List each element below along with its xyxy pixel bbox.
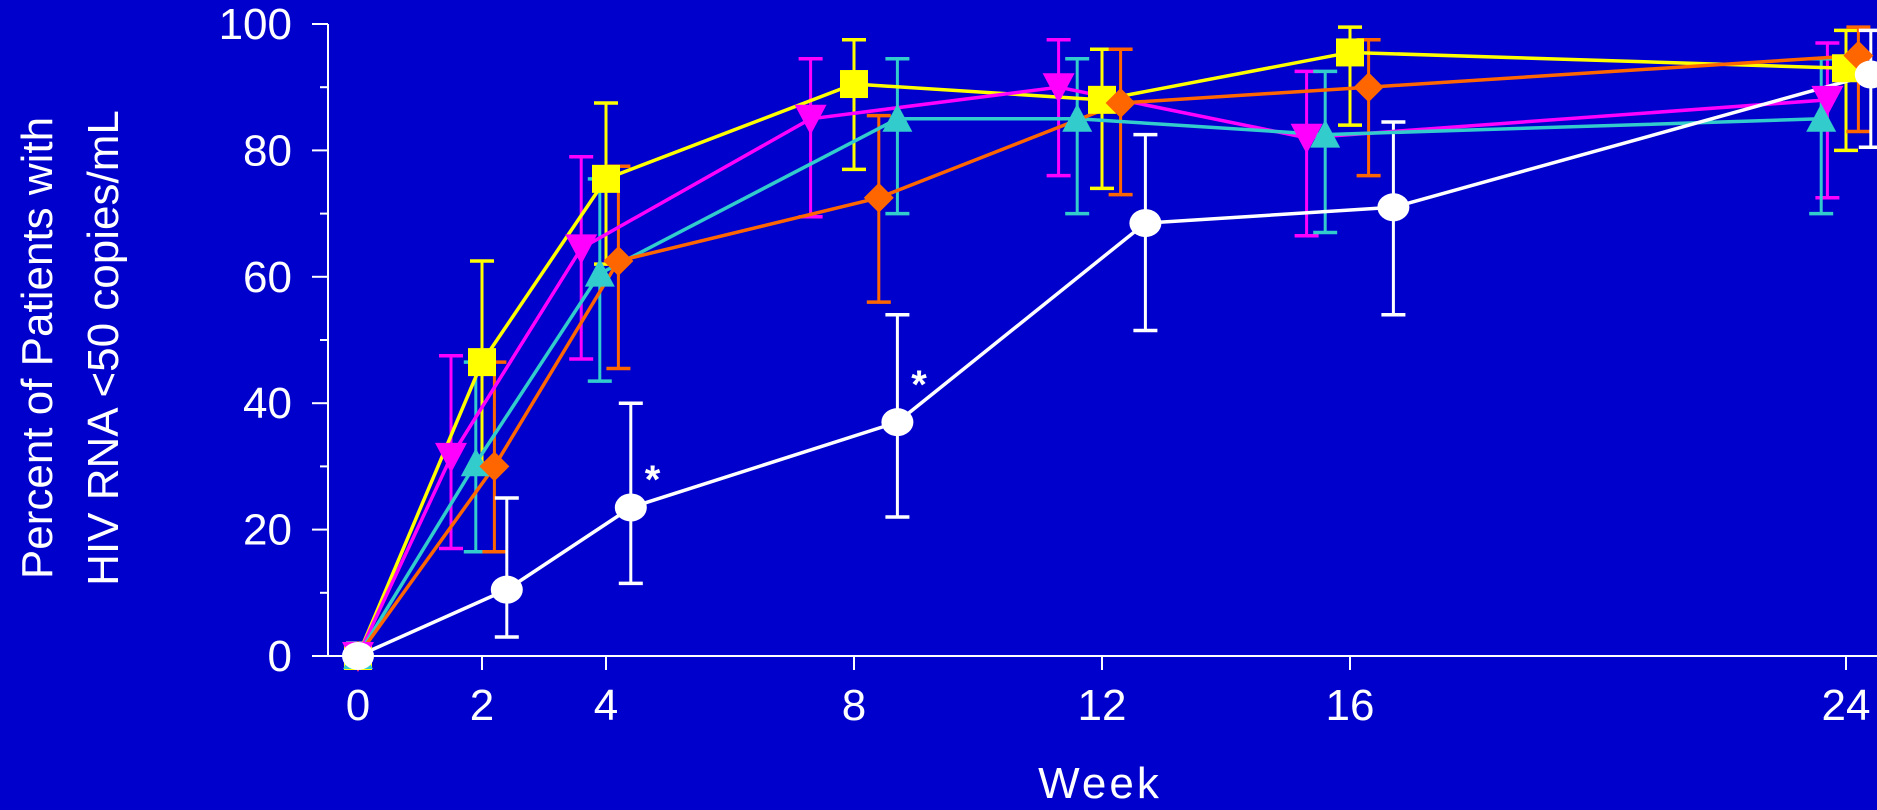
triangle-down-marker <box>1811 85 1844 116</box>
chart-labels: Week Percent of Patients with HIV RNA <5… <box>13 110 1162 808</box>
diamond-marker <box>863 182 894 213</box>
significance-asterisk: * <box>911 363 927 407</box>
series-line-2 <box>356 85 1828 657</box>
circle-marker <box>614 493 647 522</box>
error-bar <box>1858 28 1877 149</box>
square-marker <box>840 70 868 99</box>
diamond-marker <box>1105 88 1136 118</box>
circle-marker <box>1854 60 1877 89</box>
series-line-4 <box>356 53 1859 658</box>
diamond-marker <box>479 451 510 482</box>
triangle-down-marker <box>1290 123 1323 154</box>
square-marker <box>1336 38 1364 67</box>
diamond-marker <box>1353 72 1384 103</box>
y-axis-title: Percent of Patients with HIV RNA <50 cop… <box>13 110 128 586</box>
y-tick-label: 0 <box>268 632 292 681</box>
x-tick-label: 8 <box>842 681 866 730</box>
series-path <box>357 72 1872 658</box>
error-bar <box>494 496 519 639</box>
circle-marker <box>881 408 914 437</box>
error-bar <box>798 57 823 219</box>
error-bar <box>1065 57 1090 216</box>
error-bar <box>1313 69 1338 235</box>
series-lines <box>356 50 1872 658</box>
y-tick-label: 100 <box>219 0 292 49</box>
x-tick-label: 4 <box>594 681 618 730</box>
triangle-down-marker <box>1042 73 1075 104</box>
circle-marker <box>1129 209 1162 238</box>
square-marker <box>592 164 620 193</box>
series-line-5 <box>357 72 1872 658</box>
y-tick-label: 60 <box>243 253 292 302</box>
x-tick-label: 12 <box>1078 681 1127 730</box>
y-axis-title-line-2: HIV RNA <50 copies/mL <box>79 110 128 586</box>
triangle-up-marker <box>1062 103 1093 132</box>
x-axis-title: Week <box>1038 759 1162 805</box>
series-markers <box>342 38 1877 672</box>
error-bar <box>618 401 643 586</box>
significance-asterisk: * <box>645 458 661 502</box>
triangle-up-marker <box>1310 119 1341 148</box>
y-tick-label: 20 <box>243 506 292 555</box>
y-tick-label: 40 <box>243 379 292 428</box>
error-bar <box>1809 57 1834 216</box>
x-tick-label: 2 <box>470 681 494 730</box>
series-line-3 <box>356 117 1822 657</box>
circle-marker <box>490 575 523 604</box>
error-bar <box>885 57 910 216</box>
y-axis-title-line-1: Percent of Patients with <box>13 117 62 579</box>
y-tick-label: 80 <box>243 126 292 175</box>
x-tick-label: 16 <box>1326 681 1375 730</box>
error-bar <box>1834 28 1858 153</box>
triangle-down-marker <box>794 104 827 135</box>
x-tick-label: 0 <box>346 681 370 730</box>
diamond-marker <box>603 246 634 276</box>
triangle-down-marker <box>435 442 467 473</box>
triangle-up-marker <box>882 103 913 132</box>
circle-marker <box>1377 193 1410 222</box>
error-bar <box>1046 38 1071 178</box>
series-path <box>356 53 1859 658</box>
series-path <box>356 85 1828 657</box>
error-bar <box>842 38 866 172</box>
square-marker <box>468 348 496 377</box>
series-path <box>356 117 1822 657</box>
triangle-down-marker <box>565 234 598 265</box>
circle-marker <box>342 642 374 670</box>
triangle-up-marker <box>584 258 615 287</box>
triangle-up-marker <box>1806 103 1837 132</box>
x-tick-label: 24 <box>1822 681 1871 730</box>
